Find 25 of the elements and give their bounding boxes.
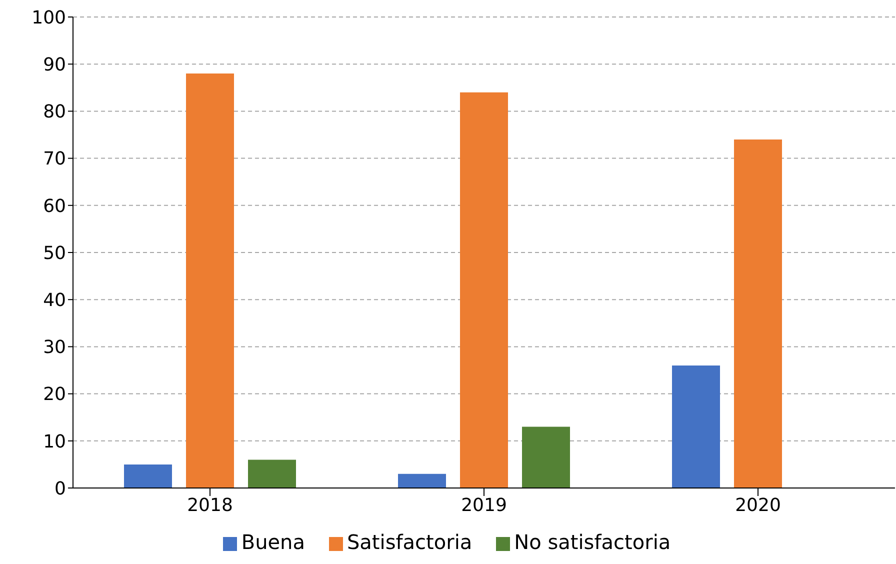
y-tick-label: 70	[43, 148, 66, 170]
legend-label: No satisfactoria	[514, 530, 671, 554]
bar	[248, 460, 296, 488]
bar	[460, 92, 508, 488]
bar	[124, 464, 172, 488]
legend-label: Satisfactoria	[346, 530, 472, 554]
x-tick-label: 2019	[461, 494, 507, 516]
y-tick-label: 80	[43, 102, 66, 123]
y-tick-label: 40	[43, 290, 66, 311]
y-tick-label: 20	[43, 384, 66, 406]
y-tick-label: 90	[43, 54, 66, 76]
y-tick-label: 50	[43, 242, 66, 264]
y-tick-label: 30	[43, 337, 66, 358]
bar	[398, 474, 446, 488]
y-tick-label: 0	[54, 478, 66, 500]
bar	[734, 139, 782, 488]
y-tick-label: 100	[32, 7, 66, 28]
legend-label: Buena	[241, 530, 305, 554]
bar	[522, 426, 570, 488]
x-tick-label: 2020	[735, 494, 781, 516]
y-tick-label: 60	[43, 196, 66, 217]
bar	[672, 366, 720, 488]
x-tick-label: 2018	[187, 494, 233, 516]
bar	[186, 74, 234, 488]
y-tick-label: 10	[43, 431, 66, 452]
